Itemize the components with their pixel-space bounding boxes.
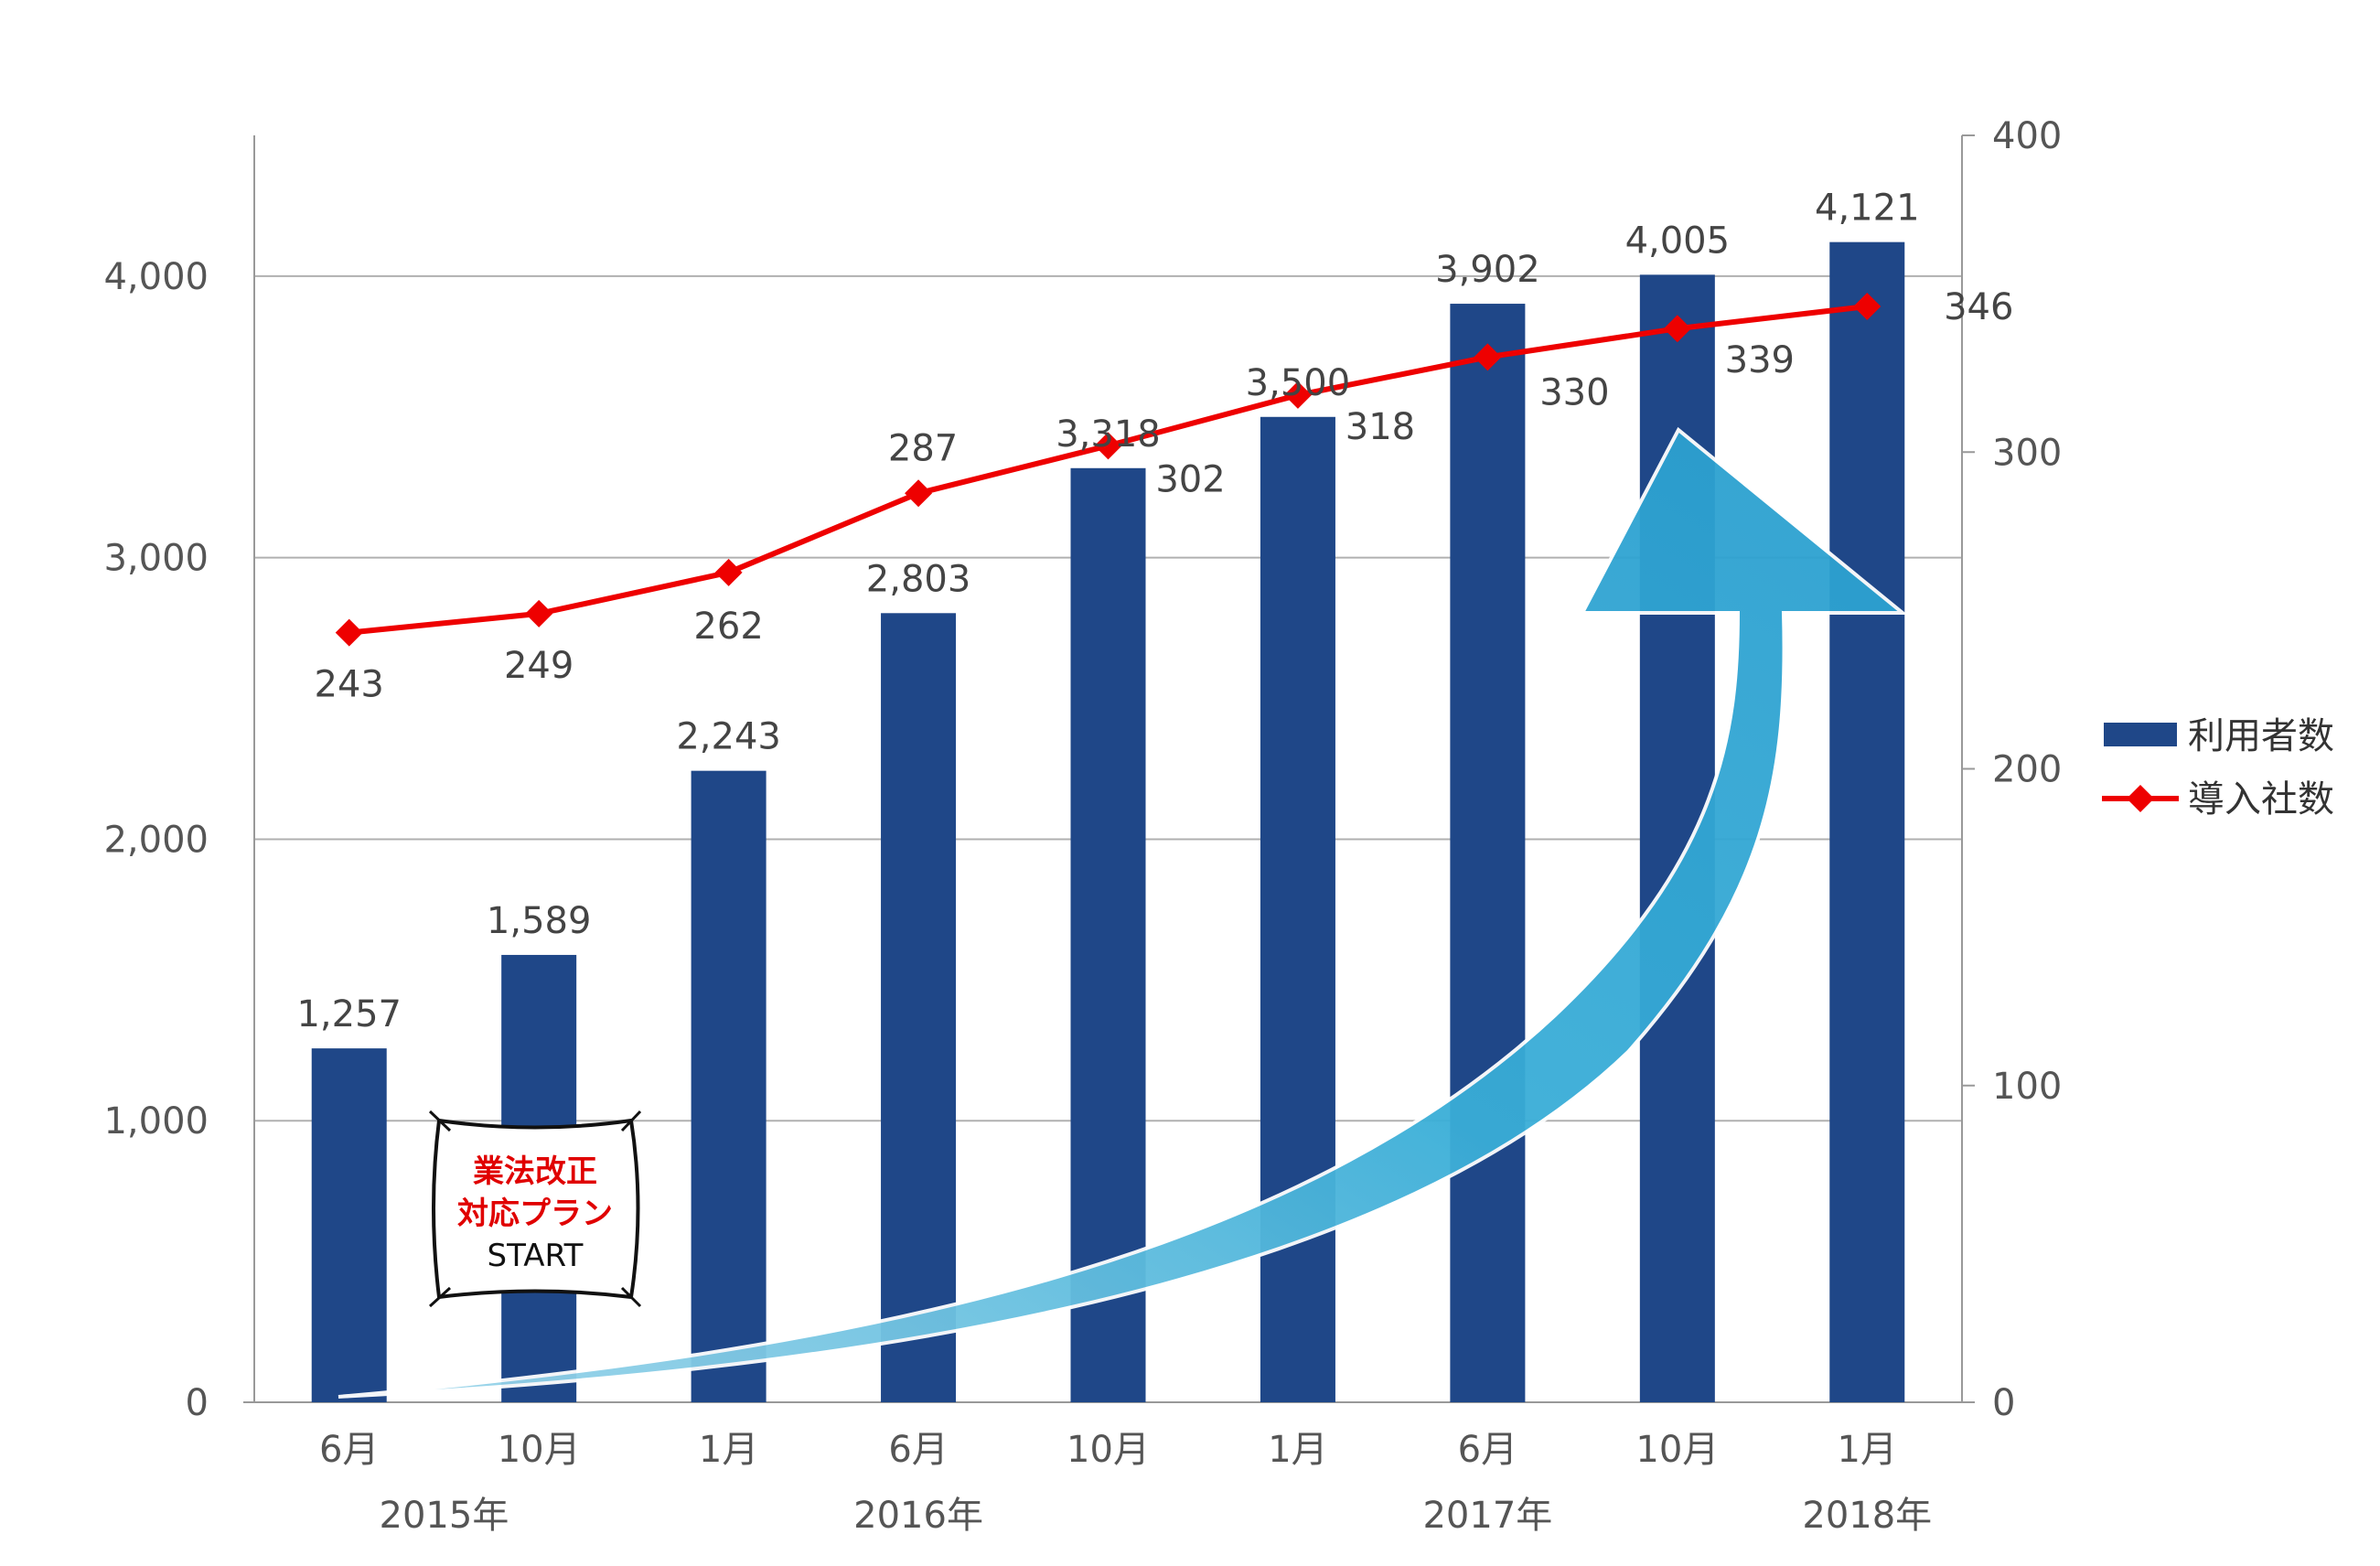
- x-tick-label: 10月: [498, 1429, 581, 1471]
- bar-value-label: 1,589: [487, 900, 592, 942]
- x-tick-label: 10月: [1635, 1429, 1719, 1471]
- line-point-marker: [1663, 315, 1691, 343]
- line-value-label: 318: [1345, 406, 1415, 448]
- x-tick-label: 10月: [1067, 1429, 1150, 1471]
- bar-value-label: 3,318: [1056, 413, 1161, 456]
- line-value-label: 346: [1944, 286, 2013, 328]
- x-tick-label: 6月: [319, 1429, 379, 1471]
- y-left-tick-label: 3,000: [103, 538, 209, 580]
- line-value-label: 330: [1539, 371, 1609, 413]
- axes: 0 1,000 2,000 3,000 4,000 0 100 200 300 400 6月 10月 1…: [103, 115, 2062, 1537]
- x-tick-label: 6月: [1458, 1429, 1517, 1471]
- bar-value-label: 2,243: [676, 716, 781, 758]
- bar: [1260, 416, 1335, 1402]
- line-point-marker: [1853, 292, 1881, 320]
- x-year-label: 2016年: [853, 1495, 983, 1537]
- bar: [1450, 304, 1526, 1402]
- callout-line2: 対応プラン: [457, 1196, 613, 1232]
- x-tick-label: 1月: [1268, 1429, 1327, 1471]
- bar-value-label: 4,005: [1625, 220, 1731, 262]
- bar: [691, 770, 767, 1402]
- line-point-marker: [1474, 343, 1502, 371]
- data-labels: 1,257 1,589 2,243 2,803 3,318 3,500 3,902 4,005…: [296, 188, 2013, 1035]
- line-value-label: 339: [1725, 339, 1795, 381]
- line-value-label: 302: [1155, 458, 1225, 500]
- y-right-tick-label: 100: [1992, 1066, 2062, 1108]
- x-year-label: 2018年: [1802, 1495, 1932, 1537]
- y-right-tick-label: 300: [1992, 432, 2062, 474]
- line-value-label: 243: [315, 664, 384, 706]
- y-right-tick-label: 400: [1992, 115, 2062, 157]
- y-left-tick-label: 0: [186, 1382, 209, 1424]
- line-point-marker: [525, 599, 553, 627]
- x-tick-label: 1月: [699, 1429, 758, 1471]
- x-tick-label: 1月: [1838, 1429, 1897, 1471]
- x-year-label: 2015年: [380, 1495, 509, 1537]
- growth-arrow-shape: [338, 426, 1908, 1399]
- legend-bar-swatch: [2104, 723, 2177, 746]
- x-tick-label: 6月: [888, 1429, 948, 1471]
- legend-line-marker: [2127, 785, 2154, 812]
- bar-value-label: 2,803: [866, 558, 971, 600]
- callout-box: 業法改正 対応プラン START: [428, 1110, 642, 1308]
- y-right-tick-label: 200: [1992, 749, 2062, 791]
- legend-bar-label: 利用者数: [2188, 715, 2334, 757]
- bar-value-label: 3,902: [1435, 249, 1540, 291]
- bar-value-label: 3,500: [1246, 362, 1351, 404]
- line-point-marker: [714, 558, 743, 586]
- y-right-tick-label: 0: [1992, 1382, 2015, 1424]
- callout-line3: START: [488, 1238, 584, 1274]
- bar: [881, 613, 957, 1402]
- line-series: [335, 292, 1881, 647]
- bar: [1829, 241, 1905, 1403]
- growth-arrow: [338, 426, 1908, 1399]
- line-point-marker: [1094, 432, 1122, 460]
- bar-value-label: 1,257: [296, 993, 402, 1035]
- line-point-marker: [905, 479, 933, 508]
- bar-value-label: 4,121: [1815, 188, 1920, 230]
- bar: [311, 1048, 387, 1402]
- line-value-label: 262: [693, 606, 763, 648]
- y-left-tick-label: 1,000: [103, 1100, 209, 1142]
- line-value-label: 287: [888, 427, 958, 469]
- legend-line-label: 導入社数: [2188, 778, 2334, 821]
- line-value-label: 249: [504, 645, 574, 687]
- y-left-tick-label: 2,000: [103, 819, 209, 861]
- x-year-label: 2017年: [1422, 1495, 1552, 1537]
- callout-line1: 業法改正: [473, 1153, 597, 1190]
- y-left-tick-label: 4,000: [103, 256, 209, 298]
- line-point-marker: [335, 618, 363, 647]
- line-point-marker: [1283, 381, 1312, 409]
- bar: [1070, 467, 1146, 1402]
- callout-frame-inner: [428, 1110, 642, 1308]
